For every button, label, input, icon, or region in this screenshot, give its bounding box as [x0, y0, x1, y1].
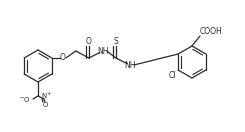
Text: $^{-}$O: $^{-}$O — [19, 95, 30, 103]
Text: N$^{+}$: N$^{+}$ — [41, 91, 52, 101]
Text: S: S — [113, 37, 118, 46]
Text: O: O — [86, 37, 92, 46]
Text: Cl: Cl — [168, 70, 176, 79]
Text: O: O — [42, 102, 48, 108]
Text: NH: NH — [124, 60, 135, 70]
Text: COOH: COOH — [200, 27, 222, 37]
Text: O: O — [60, 53, 66, 62]
Text: NH: NH — [97, 46, 109, 55]
